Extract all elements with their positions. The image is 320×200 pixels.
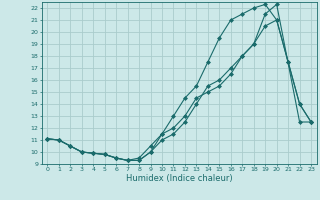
X-axis label: Humidex (Indice chaleur): Humidex (Indice chaleur) [126,174,233,183]
